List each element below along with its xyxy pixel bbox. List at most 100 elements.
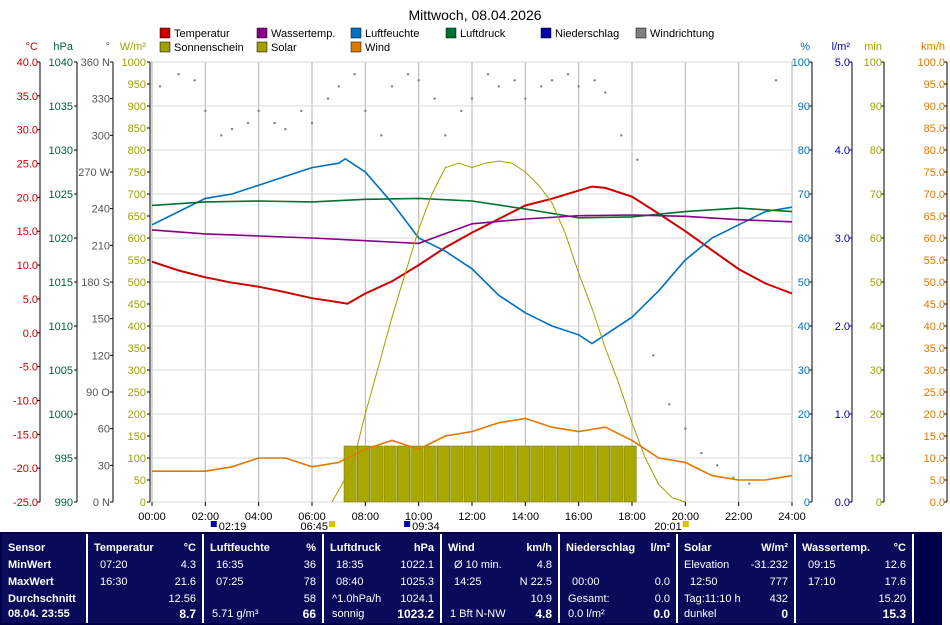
unit-luftdruck: hPa: [413, 542, 434, 554]
unit-luftfeuchte: %: [306, 542, 316, 554]
sunshine-bar-6: [423, 445, 437, 503]
wind-dir-point-17: [390, 85, 394, 88]
axis-label-0-10: -10.0: [13, 395, 38, 407]
sunshine-bar-3: [383, 445, 397, 503]
axis-label-1-1: 1035: [49, 101, 73, 113]
wind-avg10-value: 4.8: [536, 559, 552, 571]
wind-dir-point-10: [300, 109, 303, 113]
axis-label-7-14: 30.0: [924, 365, 945, 377]
min-temp-marker-symbol: [210, 521, 217, 527]
unit-wind: km/h: [526, 542, 552, 554]
x-tick-label-0: 00:00: [138, 511, 166, 523]
axis-label-7-7: 65.0: [924, 211, 945, 223]
sunshine-bar-4: [397, 445, 410, 503]
hdr-sensor: Sensor: [8, 542, 46, 554]
press-min-time: 18:35: [336, 559, 364, 571]
x-tick-label-10: 20:00: [672, 511, 700, 523]
solar-max-time: 12:50: [690, 576, 718, 588]
hum-abs-value: 5.71 g/m³: [212, 608, 259, 620]
unit-niederschlag: l/m²: [650, 542, 670, 554]
solar-current-value: 0: [781, 607, 788, 621]
sunset-marker-symbol: [682, 521, 689, 527]
sunshine-bar-5: [410, 445, 424, 503]
x-axis-ticks: 00:00 02:00 04:00 06:00 08:00 10:00 12:00 14:00…: [138, 502, 806, 523]
hdr-solar: Solar: [684, 542, 712, 554]
axis-label-4-5: 50: [798, 277, 810, 289]
x-tick-label-12: 24:00: [778, 511, 806, 523]
axis-label-4-2: 80: [798, 145, 810, 157]
plot-marks: [151, 73, 793, 503]
unit-wassertemp: °C: [893, 542, 906, 554]
axis-label-3-2: 900: [128, 101, 146, 113]
legend-swatch-8: [350, 41, 362, 53]
wind-dir-point-23: [470, 97, 474, 100]
sunshine-bar-19: [597, 445, 610, 503]
axis-label-1-5: 1015: [49, 277, 73, 289]
press-forecast: sonnig: [332, 608, 365, 620]
axis-label-2-8: 120: [92, 350, 110, 362]
axis-label-1-2: 1030: [49, 145, 73, 157]
sunshine-bar-8: [450, 445, 464, 503]
axis-label-3-20: 0: [140, 497, 146, 509]
legend-swatch-3: [445, 27, 457, 39]
axis-label-0-7: 5.0: [23, 294, 38, 306]
axis-label-3-3: 850: [128, 123, 146, 135]
axis-label-4-9: 10: [798, 453, 810, 465]
axis-label-5-0: 5.0: [835, 57, 850, 69]
axis-label-2-10: 60: [98, 424, 110, 436]
solar-avg-value: 432: [769, 593, 788, 605]
legend-swatch-0: [159, 27, 171, 39]
rain-rate: 0.0 l/m²: [568, 608, 605, 620]
chart-legend: Temperatur Wassertemp. Luftfeuchte Luftdruc…: [159, 27, 714, 54]
col-luftfeuchte: Luftfeuchte % 16:35 36 07:25 78 58 5.71 …: [204, 534, 324, 623]
wind-dir-point-33: [604, 91, 607, 94]
sunshine-bar-21: [623, 445, 637, 503]
axis-label-0-0: 40.0: [17, 57, 38, 69]
axis-label-2-7: 150: [92, 314, 110, 326]
water-max-value: 17.6: [884, 576, 906, 588]
wind-dir-point-40: [716, 464, 719, 467]
wind-dir-point-43: [774, 79, 778, 82]
axis-label-1-4: 1020: [49, 233, 73, 245]
hum-min-value: 36: [303, 559, 316, 571]
axis-label-3-5: 750: [128, 167, 146, 179]
axis-label-0-8: 0.0: [23, 328, 38, 340]
unit-solar: W/m²: [761, 542, 788, 554]
axis-label-7-5: 75.0: [924, 167, 945, 179]
press-avg-value: 1024.1: [400, 593, 434, 605]
axis-label-6-7: 30: [870, 365, 882, 377]
wind-dir-point-20: [433, 97, 436, 100]
axis-label-2-11: 30: [98, 460, 110, 472]
axis-label-2-12: 0 N: [93, 497, 110, 509]
axis-label-1-9: 995: [55, 453, 73, 465]
axis-label-6-3: 70: [870, 189, 882, 201]
wind-beaufort: 1 Bft N-NW: [450, 608, 506, 620]
wind-dir-point-24: [486, 73, 490, 76]
wind-dir-point-7: [257, 109, 260, 113]
sunshine-bar-13: [517, 445, 530, 503]
axis-label-3-19: 50: [134, 475, 146, 487]
axis-label-3-11: 450: [128, 299, 146, 311]
series-line-wassertemp: [151, 214, 793, 245]
axis-label-1-6: 1010: [49, 321, 73, 333]
axis-label-7-1: 95.0: [924, 79, 945, 91]
wind-dir-point-26: [513, 79, 516, 82]
wind-dir-point-14: [353, 73, 356, 76]
axis-label-0-11: -15.0: [13, 429, 38, 441]
axis-label-6-2: 80: [870, 145, 882, 157]
axis-label-2-3: 270 W: [78, 167, 110, 179]
temp-avg-value: 12.56: [168, 593, 196, 605]
x-tick-label-1: 02:00: [192, 511, 220, 523]
axis-label-4-8: 20: [798, 409, 810, 421]
wind-dir-point-5: [230, 128, 234, 131]
axis-label-3-10: 500: [128, 277, 146, 289]
legend-label-1: Wassertemp.: [271, 28, 335, 40]
axis-label-5-1: 4.0: [835, 145, 850, 157]
legend-swatch-2: [350, 27, 362, 39]
axis-label-0-13: -25.0: [13, 497, 38, 509]
x-tick-label-2: 04:00: [245, 511, 273, 523]
axis-label-3-1: 950: [128, 79, 146, 91]
wind-dir-point-3: [204, 109, 207, 113]
row-avg-label: Durchschnitt: [8, 593, 76, 605]
rain-max-time: 00:00: [572, 576, 600, 588]
